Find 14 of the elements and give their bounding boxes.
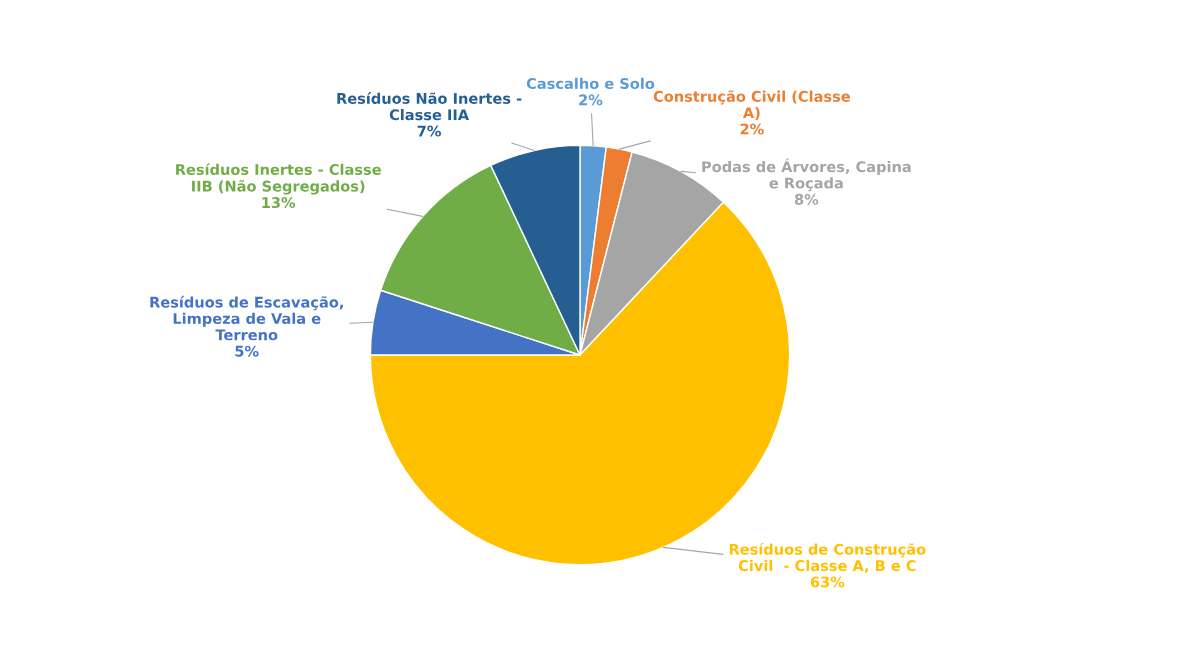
slice-label: Podas de Árvores, Capina e Roçada (702, 158, 911, 192)
slice-label: Construção Civil (Classe A) (653, 90, 850, 120)
data-label: 8% (794, 193, 819, 205)
data-label: 2% (740, 123, 764, 135)
slice-label: Resíduos Não Inertes - Classe IIA (337, 92, 522, 121)
slice-label: Resíduos de Construção Civil - Classe A, B e C (729, 542, 926, 573)
data-label: 13% (262, 197, 296, 209)
slice-label: Resíduos Inertes - Classe IIB (Não Segregados) (176, 163, 381, 195)
data-label: 2% (579, 94, 603, 106)
data-label: 7% (417, 125, 441, 137)
slice-label: Cascalho e Solo (526, 77, 655, 90)
data-label: 5% (235, 345, 259, 357)
slice-label: Resíduos de Escavação, Limpeza de Vala e Terreno (150, 295, 343, 341)
data-label: 63% (810, 576, 845, 588)
